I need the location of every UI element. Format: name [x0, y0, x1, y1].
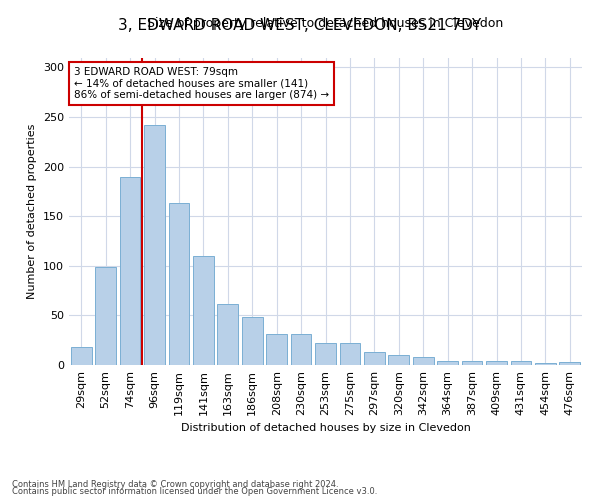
- Bar: [388, 355, 409, 365]
- Title: Size of property relative to detached houses in Clevedon: Size of property relative to detached ho…: [148, 17, 503, 30]
- Bar: [486, 361, 507, 365]
- Bar: [266, 334, 287, 365]
- Bar: [169, 204, 190, 365]
- Text: 3, EDWARD ROAD WEST, CLEVEDON, BS21 7DY: 3, EDWARD ROAD WEST, CLEVEDON, BS21 7DY: [118, 18, 482, 32]
- Bar: [535, 363, 556, 365]
- Bar: [144, 125, 165, 365]
- Bar: [242, 318, 263, 365]
- Bar: [511, 361, 532, 365]
- Bar: [413, 357, 434, 365]
- Bar: [193, 256, 214, 365]
- Bar: [119, 176, 140, 365]
- Bar: [364, 352, 385, 365]
- Bar: [95, 267, 116, 365]
- Bar: [71, 347, 92, 365]
- X-axis label: Distribution of detached houses by size in Clevedon: Distribution of detached houses by size …: [181, 424, 470, 434]
- Bar: [340, 343, 361, 365]
- Y-axis label: Number of detached properties: Number of detached properties: [28, 124, 37, 299]
- Text: 3 EDWARD ROAD WEST: 79sqm
← 14% of detached houses are smaller (141)
86% of semi: 3 EDWARD ROAD WEST: 79sqm ← 14% of detac…: [74, 66, 329, 100]
- Bar: [559, 362, 580, 365]
- Bar: [461, 361, 482, 365]
- Bar: [437, 361, 458, 365]
- Bar: [290, 334, 311, 365]
- Text: Contains HM Land Registry data © Crown copyright and database right 2024.: Contains HM Land Registry data © Crown c…: [12, 480, 338, 489]
- Text: Contains public sector information licensed under the Open Government Licence v3: Contains public sector information licen…: [12, 487, 377, 496]
- Bar: [217, 304, 238, 365]
- Bar: [315, 343, 336, 365]
